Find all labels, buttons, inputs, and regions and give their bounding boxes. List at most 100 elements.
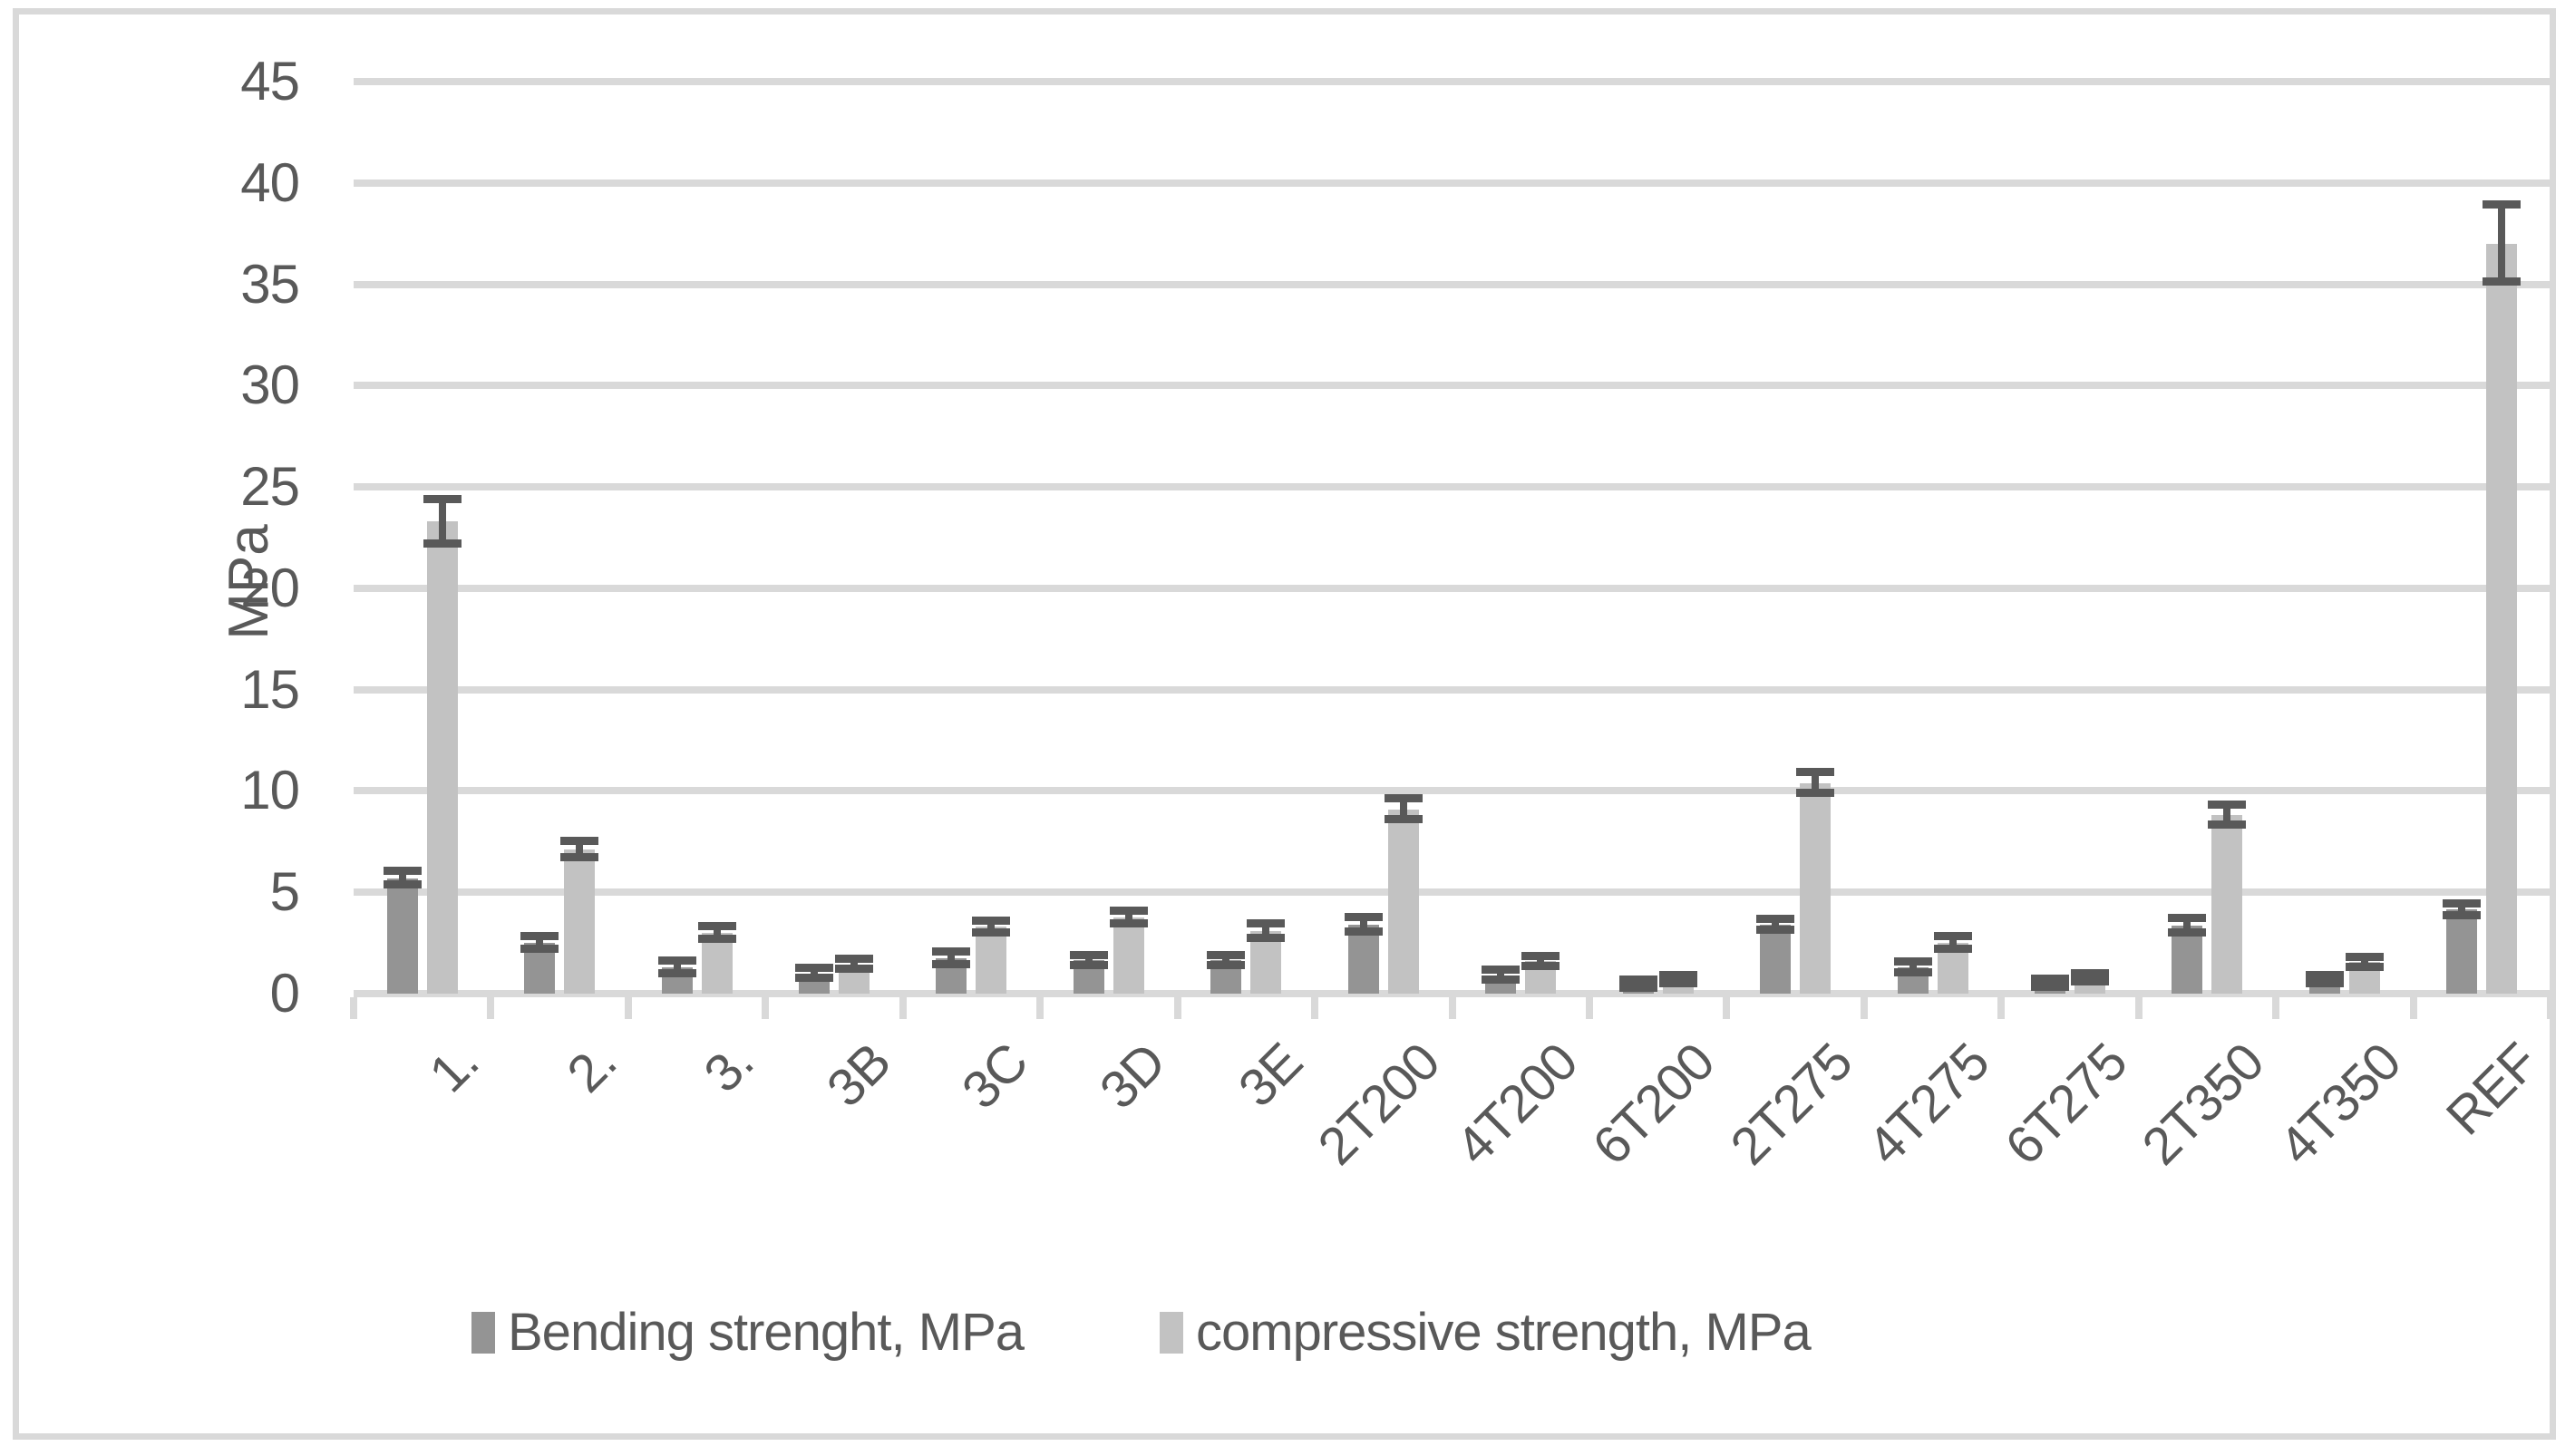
x-axis-tickmark [1723, 997, 1730, 1019]
error-cap [2208, 801, 2246, 809]
error-cap [2071, 977, 2109, 985]
x-category-label-4T200: 4T200 [1444, 1032, 1589, 1177]
error-whisker [1772, 919, 1779, 930]
error-whisker [1949, 937, 1957, 949]
bar-compressive-2. [564, 849, 595, 994]
error-cap [1934, 945, 1972, 953]
error-cap [560, 837, 598, 845]
error-whisker [811, 968, 818, 978]
x-category-label-2T200: 2T200 [1307, 1032, 1452, 1177]
x-category-label-3.: 3. [693, 1032, 765, 1104]
y-tick-label-35: 35 [240, 254, 300, 315]
error-cap [1207, 951, 1245, 959]
y-tick-label-40: 40 [240, 152, 300, 213]
legend: Bending strenght, MPa compressive streng… [471, 1303, 1812, 1362]
legend-item-compressive: compressive strength, MPa [1160, 1304, 1812, 1362]
error-whisker [399, 871, 406, 885]
error-whisker [1262, 924, 1269, 938]
error-cap [1756, 926, 1794, 934]
error-cap [2071, 969, 2109, 977]
error-cap [1619, 984, 1657, 992]
x-category-label-2.: 2. [555, 1032, 627, 1104]
error-cap [1934, 932, 1972, 940]
x-category-label-6T275: 6T275 [1993, 1032, 2138, 1177]
error-cap [520, 932, 559, 940]
error-cap [835, 955, 873, 963]
error-cap [2306, 971, 2344, 979]
y-tick-label-20: 20 [240, 558, 300, 618]
x-axis-tickmark [487, 997, 494, 1019]
error-cap [972, 928, 1010, 937]
error-cap [1796, 789, 1834, 797]
bar-compressive-3C [976, 927, 1006, 994]
legend-swatch-compressive [1160, 1312, 1184, 1354]
gridline [354, 78, 2551, 85]
error-cap [2443, 911, 2481, 919]
y-tick-label-25: 25 [240, 456, 300, 517]
legend-swatch-bending [471, 1312, 495, 1354]
x-category-label-2T275: 2T275 [1718, 1032, 1863, 1177]
error-cap [1247, 919, 1285, 927]
error-cap [2168, 914, 2206, 922]
error-cap [795, 964, 833, 972]
error-cap [1110, 919, 1148, 927]
error-whisker [2498, 205, 2505, 282]
error-whisker [576, 841, 583, 858]
bar-compressive-2T200 [1388, 810, 1419, 994]
x-axis-tickmark [1586, 997, 1593, 1019]
y-tick-label-45: 45 [240, 51, 300, 112]
x-category-label-3B: 3B [815, 1032, 902, 1119]
bar-bending-2T275 [1760, 925, 1791, 994]
bar-bending-2T200 [1348, 925, 1379, 994]
x-axis-tickmark [1449, 997, 1456, 1019]
error-whisker [536, 937, 543, 949]
error-whisker [947, 952, 955, 965]
x-axis-tickmark [2410, 997, 2417, 1019]
figure-border [13, 8, 2556, 1440]
x-category-label-4T275: 4T275 [1856, 1032, 2001, 1177]
error-cap [658, 956, 696, 965]
error-whisker [850, 959, 858, 969]
error-whisker [2183, 918, 2191, 933]
gridline [354, 888, 2551, 896]
bar-compressive-1. [427, 521, 458, 994]
gridline [354, 382, 2551, 389]
legend-label-bending: Bending strenght, MPa [508, 1303, 1025, 1362]
error-whisker [714, 927, 721, 939]
bar-bending-2T350 [2172, 926, 2202, 994]
error-whisker [1222, 956, 1229, 966]
error-cap [698, 935, 736, 943]
gridline [354, 180, 2551, 187]
error-cap [698, 922, 736, 930]
error-cap [972, 917, 1010, 925]
error-cap [423, 539, 462, 548]
error-cap [2031, 983, 2069, 991]
error-cap [2168, 928, 2206, 937]
error-cap [1385, 794, 1423, 802]
x-category-label-1.: 1. [418, 1032, 491, 1104]
bar-compressive-2T350 [2211, 815, 2242, 994]
error-cap [384, 880, 422, 888]
x-category-label-3C: 3C [951, 1032, 1040, 1121]
y-tick-label-30: 30 [240, 354, 300, 415]
error-cap [1482, 966, 1520, 974]
x-axis-tickmark [1174, 997, 1181, 1019]
error-cap [2031, 975, 2069, 983]
error-whisker [1497, 970, 1504, 980]
error-whisker [1537, 956, 1544, 966]
error-whisker [2458, 904, 2465, 916]
error-cap [1659, 979, 1697, 987]
error-cap [932, 960, 970, 968]
x-axis-tickmark [1997, 997, 2005, 1019]
y-tick-label-15: 15 [240, 659, 300, 720]
error-cap [795, 974, 833, 982]
error-whisker [1400, 799, 1407, 820]
error-cap [2208, 820, 2246, 829]
error-cap [658, 969, 696, 977]
error-cap [1345, 913, 1383, 921]
error-whisker [1125, 911, 1132, 924]
error-whisker [1909, 962, 1917, 973]
x-category-label-3D: 3D [1088, 1032, 1177, 1121]
x-axis-tickmark [762, 997, 769, 1019]
